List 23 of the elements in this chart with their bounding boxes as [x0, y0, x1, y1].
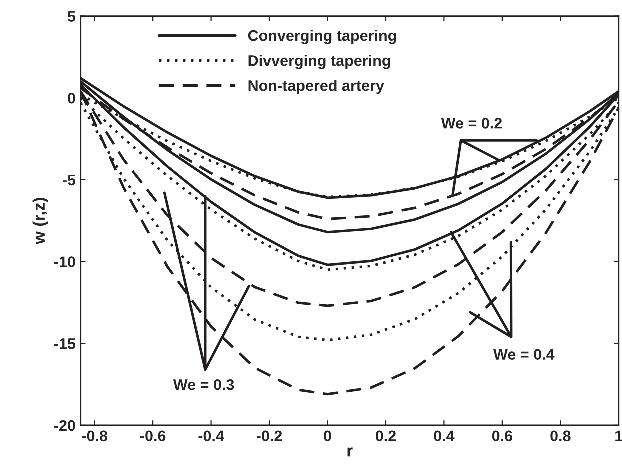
y-axis-title: w (r,z) [32, 198, 48, 245]
legend-label: Non-tapered artery [248, 80, 384, 94]
legend-label: Converging tapering [248, 30, 396, 44]
x-tick-label: 0.8 [550, 430, 571, 442]
y-tick-label: -5 [63, 174, 76, 186]
legend-label: Divverging tapering [248, 55, 390, 70]
y-tick-label: 0 [68, 92, 76, 104]
y-tick-label: -15 [54, 338, 76, 350]
annotation: We = 0.4 [494, 349, 555, 360]
x-tick-label: 0.4 [434, 430, 455, 442]
x-tick-label: -0.4 [198, 430, 224, 442]
annotation: We = 0.3 [173, 379, 234, 390]
y-tick-label: -20 [54, 420, 76, 432]
x-tick-label: 0.2 [376, 430, 396, 442]
x-tick-label: 0.6 [492, 430, 512, 442]
x-tick-label: -0.2 [256, 430, 282, 442]
x-tick-label: -0.6 [140, 430, 166, 442]
y-tick-label: -10 [54, 256, 76, 268]
y-tick-label: 5 [68, 11, 76, 22]
x-tick-label: -0.8 [82, 430, 108, 442]
x-axis-title: r [348, 448, 353, 457]
x-tick-label: 0 [324, 430, 332, 442]
annotation: We = 0.2 [441, 118, 502, 129]
